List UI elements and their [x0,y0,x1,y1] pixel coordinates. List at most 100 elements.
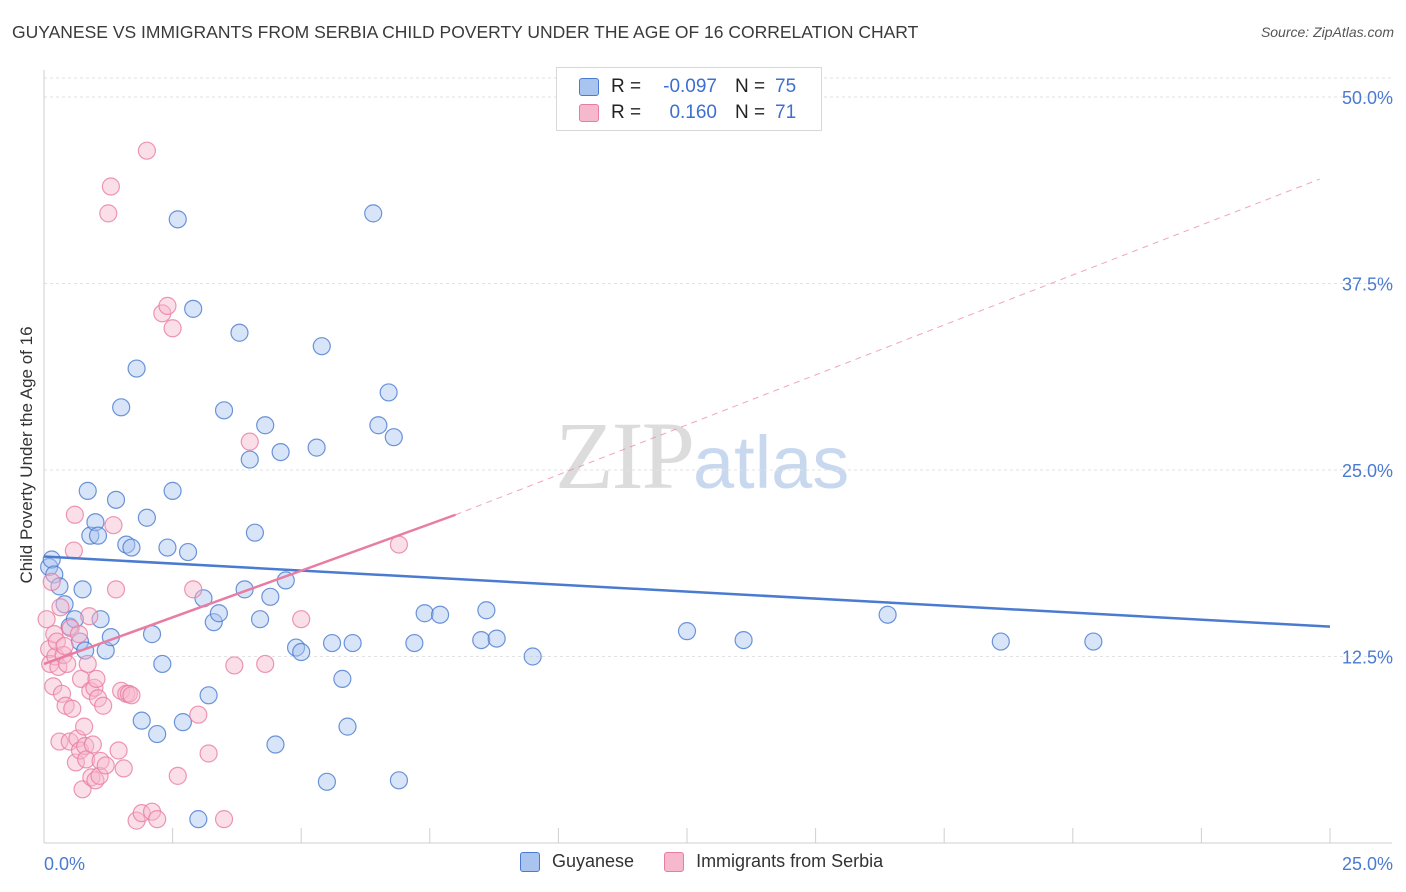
x-tick-label-min: 0.0% [44,854,85,874]
data-point [64,541,83,560]
data-point [137,141,156,160]
data-point [81,526,100,545]
data-point [271,442,290,462]
data-point [51,598,70,617]
data-point [250,610,270,629]
data-point [343,633,362,653]
bottom-legend-swatch-guyanese [520,851,540,872]
data-point [384,428,403,447]
data-point [52,684,72,703]
legend: R = -0.097 N = 75 R = 0.160 N = 71 [556,67,822,131]
data-point [245,523,265,542]
bottom-legend-swatch-serbia [664,851,685,872]
data-point [472,630,491,650]
data-point [106,580,126,599]
data-point [96,756,115,775]
data-point [322,633,342,653]
data-point [214,810,234,829]
data-point [42,572,61,592]
legend-n-value: 75 [775,76,797,97]
y-tick-label: 50.0% [1342,88,1393,108]
data-point [158,538,177,557]
data-point [199,686,218,705]
chart-title: GUYANESE VS IMMIGRANTS FROM SERBIA CHILD… [12,22,919,42]
bottom-legend-label-serbia: Immigrants from Serbia [696,851,884,871]
data-point [73,580,92,599]
data-point [338,717,357,736]
data-point [415,604,434,623]
data-point [91,610,110,629]
y-tick-label: 25.0% [1342,461,1393,481]
data-point [158,296,177,315]
legend-row-serbia: R = 0.160 N = 71 [579,101,796,125]
data-point [101,177,120,196]
data-point [256,654,275,674]
series-0 [40,204,1103,829]
data-point [90,766,109,785]
y-tick-label: 12.5% [1342,648,1393,668]
watermark-zip: ZIP [555,402,695,509]
data-point [65,610,84,629]
data-point [1084,632,1103,651]
data-point [80,607,99,626]
data-point [106,490,126,509]
bottom-legend-guyanese: Guyanese [520,851,634,872]
data-point [168,210,187,229]
data-point [77,750,96,769]
data-point [122,538,141,557]
data-point [991,632,1010,651]
data-point [317,772,337,791]
data-point [112,398,131,417]
data-point [104,516,123,535]
data-point [55,636,74,656]
data-point [163,319,182,338]
data-point [71,669,91,688]
data-point [379,383,398,402]
legend-row-guyanese: R = -0.097 N = 75 [579,75,796,99]
data-point [127,359,146,378]
data-point [109,741,128,760]
data-point [266,735,285,754]
data-point [523,647,542,666]
data-point [86,513,105,532]
data-point [292,610,311,629]
data-point [734,630,753,650]
data-point [94,696,113,715]
data-point [99,204,118,223]
trend-lines [43,178,1331,666]
data-point [199,744,218,763]
legend-n-label: N = [735,102,766,123]
data-point [45,565,64,584]
data-point [307,438,326,457]
grid-lines [44,77,1392,657]
data-point [477,601,496,620]
legend-r-value: 0.160 [669,102,717,123]
legend-r-value: -0.097 [663,76,717,97]
trend-line [43,513,456,666]
data-point [85,678,104,697]
trend-line-extension [455,178,1320,516]
x-tick-label-max: 25.0% [1342,854,1393,874]
y-axis-label: Child Poverty Under the Age of 16 [17,326,36,583]
data-point [50,732,69,751]
data-point [256,416,275,435]
y-tick-labels: 12.5% 25.0% 37.5% 50.0% [1342,88,1393,668]
data-point [292,642,311,662]
legend-r-label: R = [611,102,642,123]
data-point [240,450,259,469]
data-point [189,810,208,829]
bottom-legend-label-guyanese: Guyanese [552,851,635,871]
data-point [137,508,156,527]
data-point [209,604,228,623]
trend-line [43,555,1331,628]
data-point [878,605,897,624]
x-ticks [43,828,1331,843]
data-point [37,610,56,629]
data-point [114,759,133,778]
data-point [333,669,352,688]
watermark-atlas: atlas [693,421,850,504]
data-point [184,299,203,318]
data-point [189,705,208,724]
data-point [78,654,97,674]
bottom-legend-serbia: Immigrants from Serbia [664,851,883,872]
